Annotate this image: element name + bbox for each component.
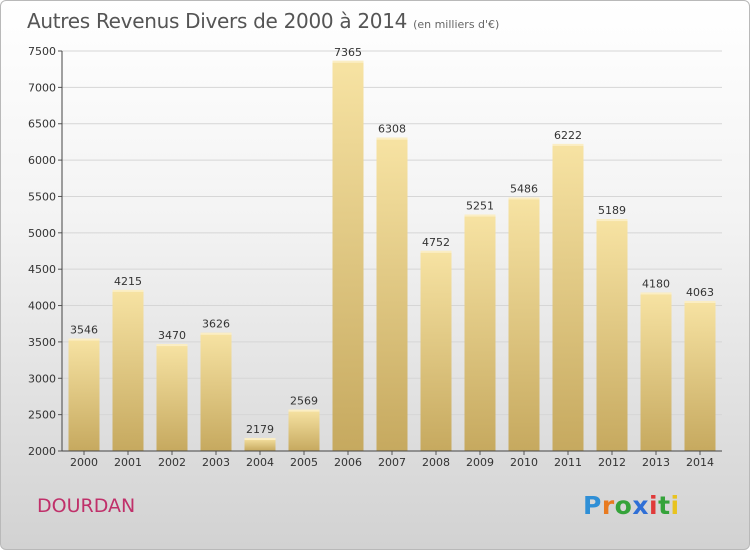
logo-letter: t: [658, 491, 671, 520]
bar-top-highlight: [156, 344, 188, 347]
bar-2008: [420, 250, 452, 451]
x-tick-label-2010: 2010: [510, 456, 538, 469]
y-tick-label: 2500: [28, 409, 56, 422]
value-label-2007: 6308: [378, 123, 406, 136]
bar-top-highlight: [596, 219, 628, 222]
bar-top-highlight: [376, 137, 408, 140]
logo-letter: i: [670, 491, 680, 520]
bar-2004: [244, 437, 276, 451]
bar-top-highlight: [508, 197, 540, 200]
bar-top-highlight: [288, 409, 320, 412]
value-label-2003: 3626: [202, 318, 230, 331]
logo-letter: r: [601, 491, 615, 520]
proxiti-logo[interactable]: Proxiti: [583, 491, 680, 520]
logo-letter: i: [649, 491, 659, 520]
x-tick-label-2014: 2014: [686, 456, 714, 469]
bar-2005: [288, 409, 320, 451]
city-name: DOURDAN: [37, 495, 136, 517]
value-label-2002: 3470: [158, 329, 186, 342]
bar-top-highlight: [112, 289, 144, 292]
bar-top-highlight: [200, 332, 232, 335]
logo-letter: x: [632, 491, 649, 520]
y-tick-label: 4500: [28, 263, 56, 276]
x-tick-label-2004: 2004: [246, 456, 274, 469]
bar-2012: [596, 219, 628, 451]
value-label-2009: 5251: [466, 200, 494, 213]
axes: 2000 2500 3000 3500 4000 4500 5000 5500 6000 6500…: [28, 45, 722, 469]
value-label-2001: 4215: [114, 275, 142, 288]
bar-top-highlight: [640, 292, 672, 295]
bar-2006: [332, 60, 364, 452]
value-label-2000: 3546: [70, 324, 98, 337]
logo-letter: o: [614, 491, 633, 520]
bar-top-highlight: [552, 143, 584, 146]
logo-letter: P: [583, 491, 602, 520]
bar-top-highlight: [244, 437, 276, 440]
y-tick-label: 6500: [28, 118, 56, 131]
y-tick-label: 3000: [28, 372, 56, 385]
y-tick-label: 7000: [28, 81, 56, 94]
y-tick-label: 2000: [28, 445, 56, 458]
x-tick-label-2008: 2008: [422, 456, 450, 469]
value-label-2011: 6222: [554, 129, 582, 142]
bar-2010: [508, 197, 540, 451]
bar-2014: [684, 300, 716, 451]
bar-2002: [156, 344, 188, 451]
value-label-2013: 4180: [642, 277, 670, 290]
x-tick-label-2012: 2012: [598, 456, 626, 469]
value-label-2012: 5189: [598, 204, 626, 217]
x-tick-label-2011: 2011: [554, 456, 582, 469]
bar-2007: [376, 137, 408, 451]
y-tick-label: 6000: [28, 154, 56, 167]
chart-subtitle: (en milliers d'€): [413, 18, 500, 31]
value-label-2004: 2179: [246, 423, 274, 436]
value-label-2006: 7365: [334, 46, 362, 59]
x-tick-label-2005: 2005: [290, 456, 318, 469]
bar-top-highlight: [464, 214, 496, 217]
title-text: Autres Revenus Divers de 2000 à 2014: [27, 9, 408, 33]
y-tick-label: 7500: [28, 45, 56, 58]
y-tick-label: 5500: [28, 190, 56, 203]
y-tick-label: 3500: [28, 336, 56, 349]
value-label-2010: 5486: [510, 182, 538, 195]
x-tick-label-2006: 2006: [334, 456, 362, 469]
bar-top-highlight: [420, 250, 452, 253]
chart-title: Autres Revenus Divers de 2000 à 2014 (en …: [27, 9, 499, 33]
y-tick-label: 4000: [28, 300, 56, 313]
x-tick-label-2002: 2002: [158, 456, 186, 469]
bars: 3546 4215 3470 3626 2179 2569 7365 6308 4752 5251…: [68, 46, 716, 452]
bar-2000: [68, 338, 100, 451]
value-label-2005: 2569: [290, 395, 318, 408]
value-label-2014: 4063: [686, 286, 714, 299]
x-tick-label-2003: 2003: [202, 456, 230, 469]
value-label-2008: 4752: [422, 236, 450, 249]
bar-2009: [464, 214, 496, 451]
bar-top-highlight: [68, 338, 100, 341]
bar-2001: [112, 289, 144, 451]
bar-2011: [552, 143, 584, 452]
x-tick-label-2007: 2007: [378, 456, 406, 469]
x-tick-label-2001: 2001: [114, 456, 142, 469]
bar-2013: [640, 292, 672, 451]
x-tick-label-2013: 2013: [642, 456, 670, 469]
y-tick-label: 5000: [28, 227, 56, 240]
bar-top-highlight: [332, 60, 364, 63]
x-tick-label-2000: 2000: [70, 456, 98, 469]
bar-2003: [200, 332, 232, 451]
x-tick-label-2009: 2009: [466, 456, 494, 469]
bar-top-highlight: [684, 300, 716, 303]
